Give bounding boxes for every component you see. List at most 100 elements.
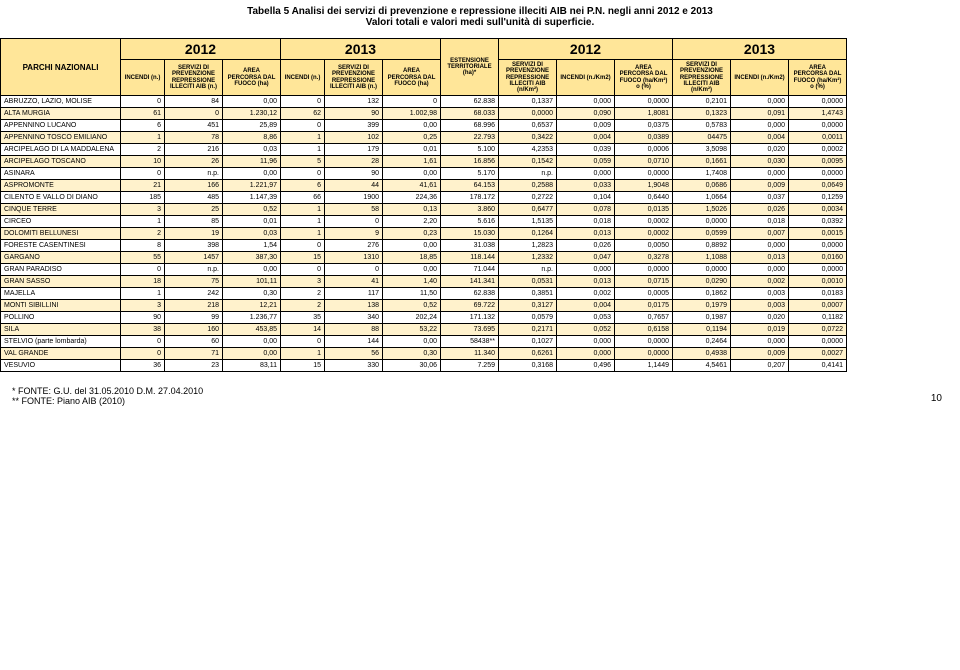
- cell: 0,0722: [789, 324, 847, 336]
- cell: 0: [121, 264, 165, 276]
- col-servizi-1: SERVIZI DI PREVENZIONE REPRESSIONE ILLEC…: [165, 60, 223, 96]
- row-name: SILA: [1, 324, 121, 336]
- cell: 62: [281, 108, 325, 120]
- cell: 144: [325, 336, 383, 348]
- cell: 1: [281, 132, 325, 144]
- cell: 0: [281, 264, 325, 276]
- cell: 3.860: [441, 204, 499, 216]
- cell: 0: [165, 108, 223, 120]
- col-servizi-km-2: SERVIZI DI PREVENZIONE REPRESSIONE ILLEC…: [673, 60, 731, 96]
- cell: 451: [165, 120, 223, 132]
- cell: 0,1323: [673, 108, 731, 120]
- cell: 1: [121, 132, 165, 144]
- cell: 0,3422: [499, 132, 557, 144]
- cell: 0,018: [557, 216, 615, 228]
- cell: 1: [281, 216, 325, 228]
- cell: 340: [325, 312, 383, 324]
- cell: 453,85: [223, 324, 281, 336]
- cell: 0,004: [557, 300, 615, 312]
- cell: 0,0000: [615, 96, 673, 108]
- cell: 83,11: [223, 360, 281, 372]
- row-name: GRAN SASSO: [1, 276, 121, 288]
- cell: 36: [121, 360, 165, 372]
- page-number: 10: [931, 393, 942, 404]
- row-name: POLLINO: [1, 312, 121, 324]
- cell: 11,96: [223, 156, 281, 168]
- col-incendi-km-1: INCENDI (n./Km2): [557, 60, 615, 96]
- cell: 0,026: [731, 204, 789, 216]
- table-row: CIRCEO1850,01102,205.6161,51350,0180,000…: [1, 216, 847, 228]
- cell: 1: [121, 288, 165, 300]
- cell: 0,13: [383, 204, 441, 216]
- row-name: GRAN PARADISO: [1, 264, 121, 276]
- cell: 75: [165, 276, 223, 288]
- row-name: ABRUZZO, LAZIO, MOLISE: [1, 96, 121, 108]
- cell: 58438**: [441, 336, 499, 348]
- cell: 0,0000: [673, 264, 731, 276]
- cell: 0,000: [731, 336, 789, 348]
- cell: 0: [121, 168, 165, 180]
- cell: 11.340: [441, 348, 499, 360]
- table-row: FORESTE CASENTINESI83981,5402760,0031.03…: [1, 240, 847, 252]
- cell: 71.044: [441, 264, 499, 276]
- row-name: VAL GRANDE: [1, 348, 121, 360]
- row-name: ARCIPELAGO DI LA MADDALENA: [1, 144, 121, 156]
- cell: 0,52: [383, 300, 441, 312]
- cell: 55: [121, 252, 165, 264]
- cell: 0: [325, 216, 383, 228]
- cell: 0: [281, 336, 325, 348]
- table-row: ARCIPELAGO TOSCANO102611,965281,6116.856…: [1, 156, 847, 168]
- row-name: FORESTE CASENTINESI: [1, 240, 121, 252]
- cell: 0,00: [223, 348, 281, 360]
- cell: 1.230,12: [223, 108, 281, 120]
- cell: 0,1027: [499, 336, 557, 348]
- cell: 6: [281, 180, 325, 192]
- table-row: GARGANO551457387,3015131018,85118.1441,2…: [1, 252, 847, 264]
- footnote-1: * FONTE: G.U. del 31.05.2010 D.M. 27.04.…: [12, 386, 960, 396]
- cell: 0,1542: [499, 156, 557, 168]
- cell: 0,00: [383, 240, 441, 252]
- cell: 60: [165, 336, 223, 348]
- cell: 0,009: [557, 120, 615, 132]
- cell: 21: [121, 180, 165, 192]
- cell: 0,004: [557, 132, 615, 144]
- cell: 0: [121, 348, 165, 360]
- cell: 0,6158: [615, 324, 673, 336]
- table-row: VAL GRANDE0710,001560,3011.3400,62610,00…: [1, 348, 847, 360]
- cell: 25,89: [223, 120, 281, 132]
- cell: 0,0135: [615, 204, 673, 216]
- cell: 0,4141: [789, 360, 847, 372]
- cell: 0,00: [223, 264, 281, 276]
- row-name: ASINARA: [1, 168, 121, 180]
- cell: 0: [383, 96, 441, 108]
- cell: n.p.: [165, 168, 223, 180]
- row-name: MAJELLA: [1, 288, 121, 300]
- table-row: POLLINO90991.236,7735340202,24171.1320,0…: [1, 312, 847, 324]
- cell: 0,00: [383, 264, 441, 276]
- cell: 276: [325, 240, 383, 252]
- cell: 58: [325, 204, 383, 216]
- row-name: CIRCEO: [1, 216, 121, 228]
- cell: 0,2101: [673, 96, 731, 108]
- table-row: APPENNINO LUCANO645125,8903990,0068.9960…: [1, 120, 847, 132]
- col-servizi-2: SERVIZI DI PREVENZIONE REPRESSIONE ILLEC…: [325, 60, 383, 96]
- cell: 10: [121, 156, 165, 168]
- cell: 0,039: [557, 144, 615, 156]
- cell: 0,018: [731, 216, 789, 228]
- table-row: APPENNINO TOSCO EMILIANO1788,8611020,252…: [1, 132, 847, 144]
- cell: 5.170: [441, 168, 499, 180]
- year-2013-a: 2013: [281, 39, 441, 60]
- table-row: SILA38160453,85148853,2273.6950,21710,05…: [1, 324, 847, 336]
- cell: 4,2353: [499, 144, 557, 156]
- cell: 0,090: [557, 108, 615, 120]
- cell: 64.153: [441, 180, 499, 192]
- cell: 28: [325, 156, 383, 168]
- cell: 2,20: [383, 216, 441, 228]
- cell: 2: [281, 300, 325, 312]
- cell: 14: [281, 324, 325, 336]
- cell: 3: [121, 204, 165, 216]
- cell: 178.172: [441, 192, 499, 204]
- cell: 31.038: [441, 240, 499, 252]
- cell: 0,00: [383, 120, 441, 132]
- cell: 16.856: [441, 156, 499, 168]
